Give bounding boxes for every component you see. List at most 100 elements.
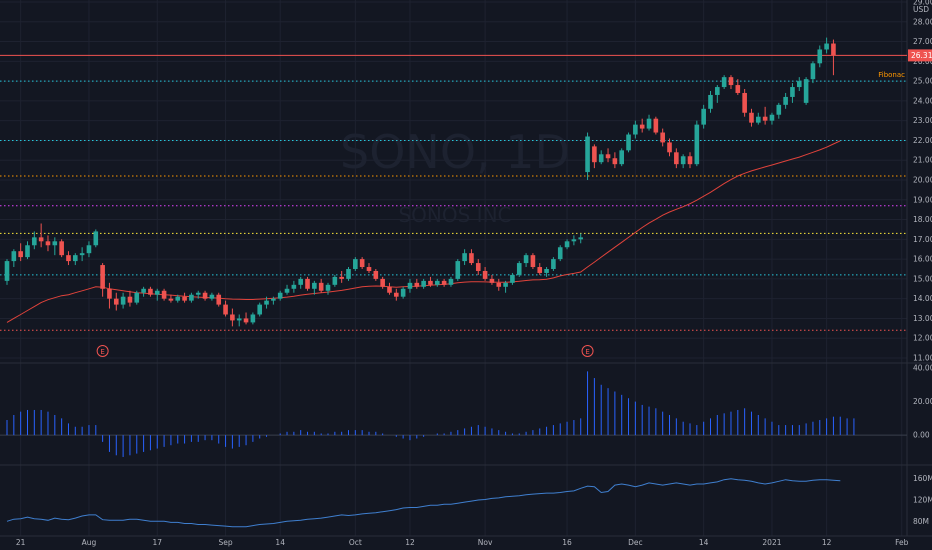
candle-body [284,288,290,293]
candle-body [339,276,344,279]
candle-body [633,124,638,135]
price-tick-label: 13.00 [913,314,932,323]
candle-body [93,231,99,246]
candle-body [448,278,454,285]
candle-body [312,282,317,289]
price-tick-label: 18.00 [913,215,932,224]
candle-body [127,296,133,303]
candle-body [387,286,392,293]
candle-body [756,116,761,123]
time-tick-label: 2021 [762,538,781,547]
earnings-marker-label: E [100,348,104,356]
candle-body [660,132,665,143]
candle-body [469,253,474,264]
candle-body [107,288,112,299]
time-tick-label: Feb [895,538,909,547]
indicator-line [6,478,841,528]
price-tick-label: 17.00 [913,235,932,244]
candle-body [318,282,324,291]
candle-body [735,85,741,93]
candle-body [291,284,297,289]
candle-body [516,263,522,275]
candle-body [154,290,160,295]
price-tick-label: 11.00 [913,354,932,363]
candle-body [73,255,78,262]
candle-body [271,298,276,301]
candle-body [619,150,624,165]
candle-body [359,259,365,268]
candle-body [4,261,10,281]
candle-body [482,270,488,279]
candle-body [250,314,256,323]
candle-body [59,241,64,256]
candle-body [831,43,836,56]
candle-body [639,124,645,129]
candle-body [796,81,802,88]
time-tick-label: 17 [152,538,162,547]
time-tick-label: 14 [275,538,285,547]
candle-body [86,245,92,254]
candle-body [257,304,263,315]
candle-body [455,261,461,279]
candle-body [790,87,795,97]
candle-body [571,239,577,242]
candle-body [503,282,508,287]
candle-body [332,276,338,285]
time-tick-label: 14 [699,538,709,547]
candle-body [626,134,631,151]
candle-body [715,87,720,95]
candle-body [66,255,71,262]
candle-body [25,245,30,258]
candle-body [298,278,303,285]
candle-body [810,63,816,80]
candle-body [523,255,529,264]
candle-body [175,296,181,301]
candle-body [769,114,775,121]
candle-body [537,267,543,273]
candle-body [530,255,536,268]
time-tick-label: Nov [478,538,493,547]
price-tick-label: 14.00 [913,294,932,303]
price-tick-label: 16.00 [913,255,932,264]
candle-body [264,300,269,305]
candle-body [462,253,467,262]
time-tick-label: 16 [562,538,572,547]
candle-body [120,296,126,305]
candle-body [134,292,140,303]
candle-body [803,79,809,103]
price-tick-label: 12.00 [913,334,932,343]
candle-body [414,282,420,287]
candle-body [305,278,310,289]
candle-body [45,241,51,246]
candle-body [11,251,17,262]
candle-body [667,142,672,153]
oscillator-tick-label: 40.00 [913,364,932,373]
earnings-marker [581,345,594,357]
candle-body [113,298,119,305]
indicator-tick-label: 120M [913,496,932,505]
candle-body [243,318,249,323]
candle-body [749,112,754,123]
candle-body [551,259,556,269]
candle-body [373,270,379,279]
indicator-tick-label: 160M [913,474,932,483]
symbol-watermark: SONO, 1D [340,125,570,179]
time-tick-label: Oct [349,538,362,547]
candle-body [564,241,570,248]
candle-body [148,288,153,295]
candle-body [52,241,58,246]
candle-body [79,253,85,256]
candle-body [674,152,679,165]
price-tick-label: 22.00 [913,136,932,145]
candle-body [646,118,652,129]
candle-body [325,284,331,291]
price-tick-label: 29.00 [913,0,932,7]
candle-body [762,116,768,121]
candle-body [496,282,502,287]
candle-body [605,154,611,159]
price-tick-label: 21.00 [913,156,932,165]
candle-body [161,290,167,299]
candle-body [742,92,747,113]
candle-body [407,282,413,289]
candle-body [578,237,584,240]
